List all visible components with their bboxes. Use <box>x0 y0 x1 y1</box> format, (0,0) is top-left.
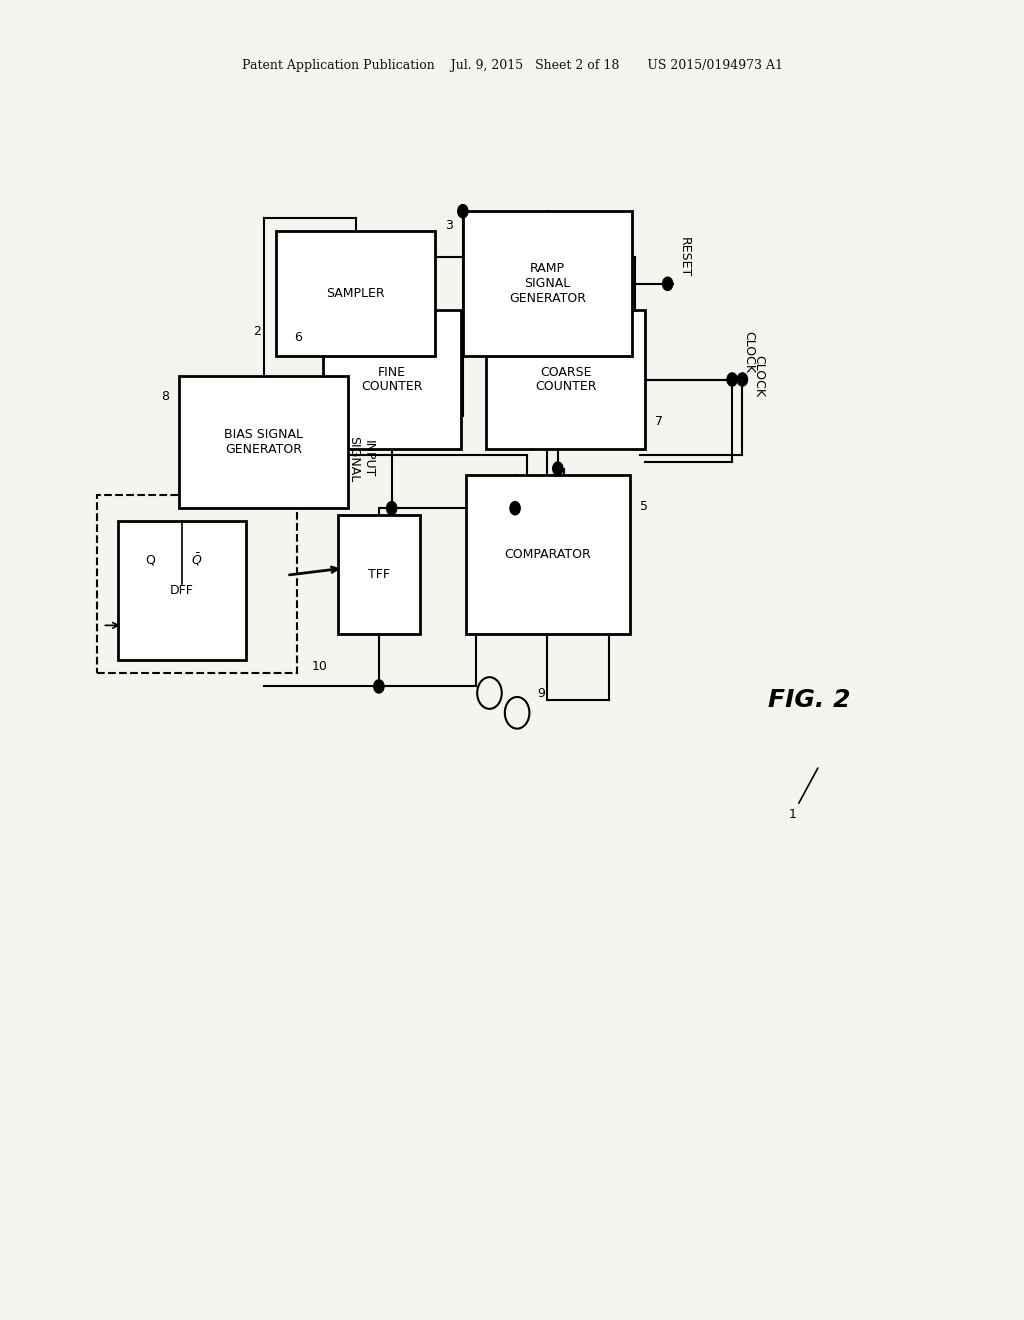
FancyBboxPatch shape <box>323 310 461 449</box>
Text: FINE
COUNTER: FINE COUNTER <box>360 366 423 393</box>
Text: Patent Application Publication    Jul. 9, 2015   Sheet 2 of 18       US 2015/019: Patent Application Publication Jul. 9, 2… <box>242 59 782 73</box>
Text: CLOCK: CLOCK <box>742 331 756 372</box>
Text: TFF: TFF <box>368 568 390 581</box>
Text: INPUT
SIGNAL: INPUT SIGNAL <box>347 436 375 482</box>
FancyBboxPatch shape <box>97 495 297 673</box>
FancyBboxPatch shape <box>276 231 435 356</box>
Circle shape <box>553 462 563 475</box>
Text: BIAS SIGNAL
GENERATOR: BIAS SIGNAL GENERATOR <box>224 428 303 457</box>
Text: FIG. 2: FIG. 2 <box>768 688 850 711</box>
Text: RAMP
SIGNAL
GENERATOR: RAMP SIGNAL GENERATOR <box>509 263 586 305</box>
Text: COMPARATOR: COMPARATOR <box>505 548 591 561</box>
Text: COARSE
COUNTER: COARSE COUNTER <box>535 366 597 393</box>
Text: 1: 1 <box>788 768 818 821</box>
Text: RESET: RESET <box>678 238 691 277</box>
Text: 10: 10 <box>311 660 328 673</box>
FancyBboxPatch shape <box>338 515 420 634</box>
FancyBboxPatch shape <box>466 475 630 634</box>
Circle shape <box>727 372 737 385</box>
Text: 3: 3 <box>444 219 453 232</box>
Circle shape <box>374 680 384 693</box>
Text: 9: 9 <box>538 686 546 700</box>
Text: Q: Q <box>144 553 155 566</box>
Text: 5: 5 <box>640 500 648 513</box>
FancyBboxPatch shape <box>179 376 348 508</box>
Text: $\bar{Q}$: $\bar{Q}$ <box>191 552 203 569</box>
Text: 2: 2 <box>253 325 261 338</box>
Text: CLOCK: CLOCK <box>753 355 766 397</box>
FancyBboxPatch shape <box>486 310 645 449</box>
FancyBboxPatch shape <box>463 211 632 356</box>
Text: 7: 7 <box>655 414 664 428</box>
Text: SAMPLER: SAMPLER <box>327 288 385 300</box>
Circle shape <box>510 502 520 515</box>
Text: DFF: DFF <box>170 585 194 597</box>
Text: 6: 6 <box>294 331 302 345</box>
FancyBboxPatch shape <box>118 521 246 660</box>
Text: 8: 8 <box>161 389 169 403</box>
Circle shape <box>387 502 397 515</box>
Circle shape <box>737 372 748 385</box>
Circle shape <box>663 277 673 290</box>
Circle shape <box>458 205 468 218</box>
